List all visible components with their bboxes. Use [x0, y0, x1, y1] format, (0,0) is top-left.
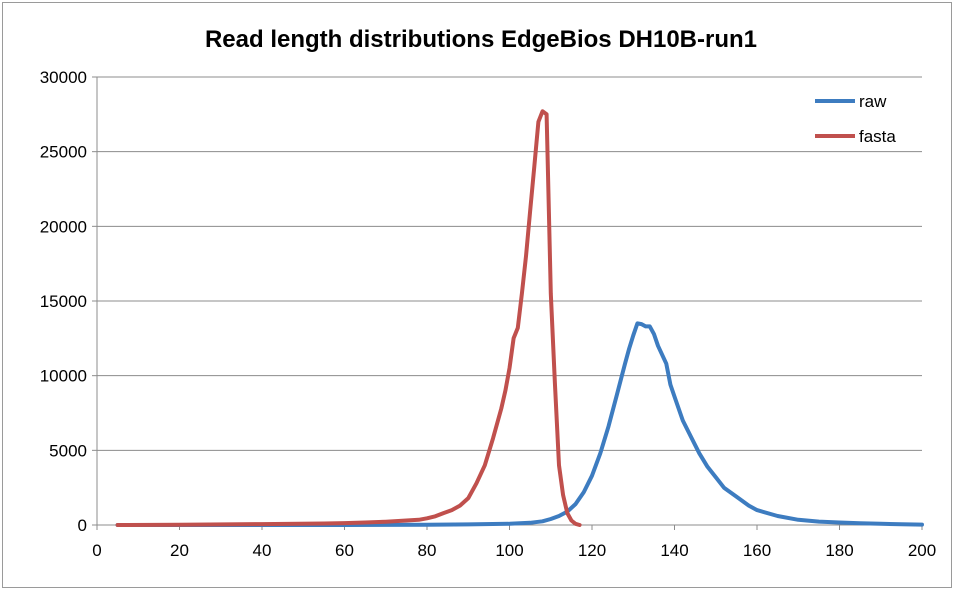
- legend-label-fasta: fasta: [859, 127, 896, 146]
- x-tick-label: 200: [908, 541, 936, 560]
- chart-title: Read length distributions EdgeBios DH10B…: [205, 26, 757, 53]
- x-tick-label: 180: [825, 541, 853, 560]
- y-tick-label: 15000: [40, 292, 87, 311]
- y-tick-label: 5000: [49, 441, 87, 460]
- x-tick-label: 80: [418, 541, 437, 560]
- legend: raw fasta: [815, 92, 896, 146]
- x-tick-label: 20: [170, 541, 189, 560]
- series-line-raw: [115, 321, 924, 527]
- y-tick-label: 30000: [40, 68, 87, 87]
- x-tick-label: 120: [578, 541, 606, 560]
- x-tick-label: 40: [253, 541, 272, 560]
- x-tick-label: 60: [335, 541, 354, 560]
- x-tick-label: 140: [660, 541, 688, 560]
- y-tick-label: 20000: [40, 217, 87, 236]
- series-lines: [115, 109, 924, 527]
- y-tick-label: 25000: [40, 143, 87, 162]
- y-axis-tick-labels: 0 5000 10000 15000 20000 25000 30000: [40, 68, 87, 535]
- x-axis-tick-labels: 0 20 40 60 80 100 120 140 160 180 200: [92, 541, 936, 560]
- y-tick-label: 0: [78, 516, 87, 535]
- x-tick-label: 0: [92, 541, 101, 560]
- series-line-fasta: [115, 109, 582, 527]
- gridlines: [97, 76, 922, 451]
- y-tick-label: 10000: [40, 367, 87, 386]
- x-tick-label: 160: [743, 541, 771, 560]
- axes: [92, 76, 923, 530]
- legend-label-raw: raw: [859, 92, 887, 111]
- x-tick-label: 100: [495, 541, 523, 560]
